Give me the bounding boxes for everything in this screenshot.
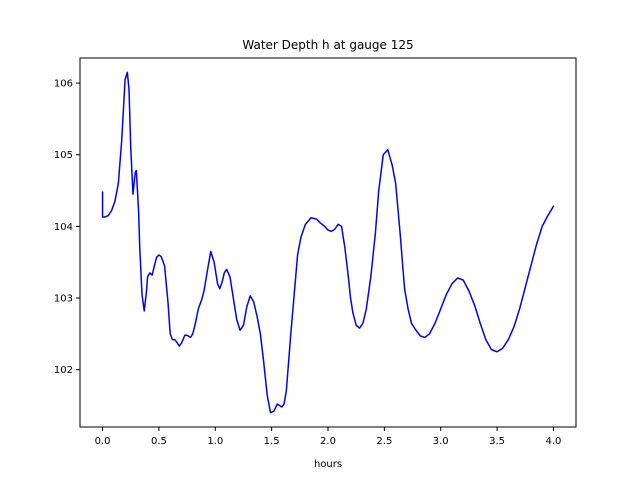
x-tick-label: 2.5 — [376, 436, 392, 447]
y-tick-label: 104 — [54, 222, 73, 233]
x-tick-label: 3.5 — [489, 436, 505, 447]
x-axis-label: hours — [314, 459, 342, 470]
x-tick-label: 0.0 — [95, 436, 111, 447]
x-tick-label: 1.0 — [207, 436, 223, 447]
y-tick-label: 106 — [54, 79, 73, 90]
x-tick-label: 0.5 — [151, 436, 167, 447]
y-tick-label: 103 — [54, 294, 73, 305]
y-tick-label: 102 — [54, 365, 73, 376]
series-line-0 — [101, 71, 555, 414]
x-tick-label: 1.5 — [264, 436, 280, 447]
y-tick-label: 105 — [54, 150, 73, 161]
x-tick-label: 4.0 — [546, 436, 562, 447]
x-tick-label: 2.0 — [320, 436, 336, 447]
chart-title: Water Depth h at gauge 125 — [242, 38, 413, 52]
x-tick-label: 3.0 — [433, 436, 449, 447]
